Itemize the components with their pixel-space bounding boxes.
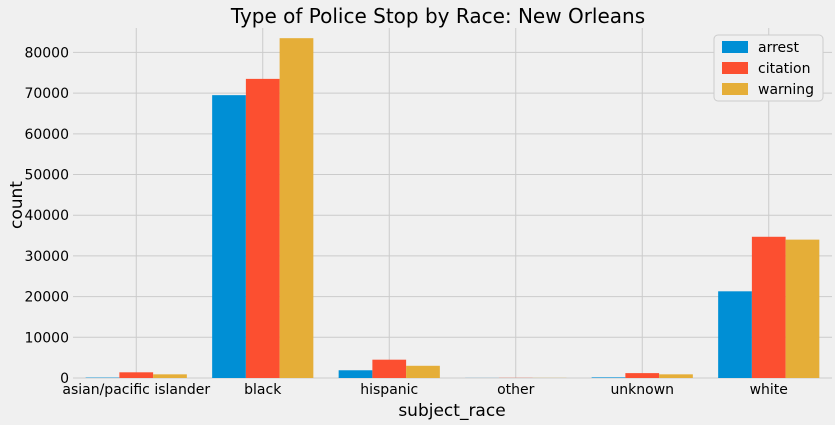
legend-swatch-arrest (722, 41, 748, 53)
y-tick-label-4: 40000 (24, 208, 69, 224)
bar-citation-hispanic (372, 359, 407, 378)
y-axis-label: count (7, 181, 27, 229)
legend: arrest citation warning (713, 34, 824, 102)
y-tick-label-5: 50000 (24, 168, 69, 184)
y-tick-label-0: 0 (60, 371, 69, 387)
x-tick-labels: asian/pacific islander black hispanic other… (62, 382, 788, 398)
y-tick-label-7: 70000 (24, 86, 69, 102)
x-tick-label-1: black (244, 382, 282, 398)
bar-citation-white (751, 236, 786, 378)
y-tick-label-1: 10000 (24, 330, 69, 346)
legend-label-citation: citation (758, 61, 810, 77)
x-tick-label-0: asian/pacific islander (62, 382, 210, 398)
chart-title: Type of Police Stop by Race: New Orleans (230, 4, 645, 28)
bar-arrest-black (212, 95, 246, 379)
x-tick-label-4: unknown (610, 382, 674, 398)
legend-swatch-warning (722, 83, 748, 95)
x-axis-label: subject_race (398, 401, 505, 421)
bar-citation-black (245, 78, 280, 378)
x-tick-label-3: other (497, 382, 535, 398)
bars (85, 38, 820, 379)
bar-arrest-hispanic (338, 370, 373, 378)
y-tick-labels: 0 10000 20000 30000 40000 50000 60000 70000 8000… (24, 45, 69, 387)
y-tick-label-2: 20000 (24, 290, 69, 306)
bar-warning-unknown (659, 374, 693, 378)
bar-warning-black (279, 38, 314, 379)
legend-swatch-citation (722, 62, 748, 74)
y-tick-label-3: 30000 (24, 249, 69, 265)
y-tick-label-8: 80000 (24, 45, 69, 61)
x-tick-label-2: hispanic (360, 382, 418, 398)
y-tick-label-6: 60000 (24, 127, 69, 143)
x-tick-label-5: white (750, 382, 788, 398)
bar-warning-white (785, 239, 820, 378)
bar-citation-unknown (625, 373, 660, 378)
legend-label-arrest: arrest (758, 40, 799, 56)
bar-citation-asian-pacific-islander (119, 372, 154, 378)
bar-warning-hispanic (406, 365, 440, 378)
bar-warning-asian-pacific-islander (153, 374, 187, 378)
legend-label-warning: warning (758, 82, 814, 98)
bar-arrest-unknown (591, 377, 626, 378)
bar-arrest-white (718, 291, 752, 378)
